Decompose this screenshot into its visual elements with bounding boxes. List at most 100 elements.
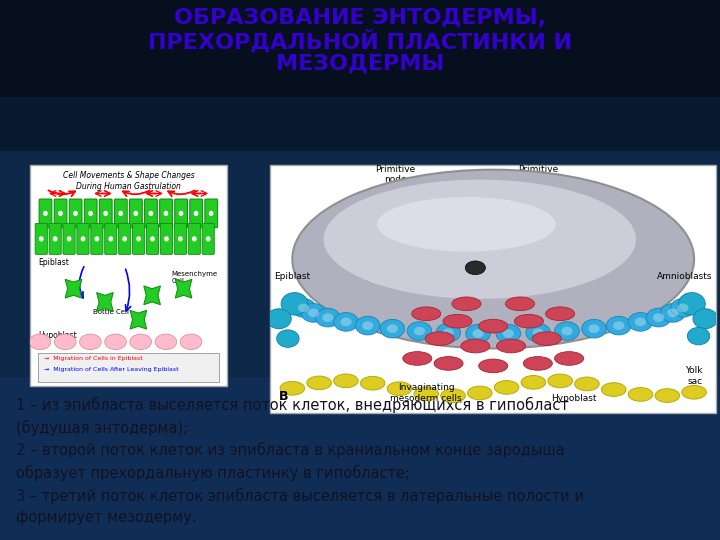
Circle shape: [73, 211, 78, 216]
FancyBboxPatch shape: [54, 199, 67, 228]
Ellipse shape: [670, 299, 696, 317]
Polygon shape: [130, 310, 147, 329]
Circle shape: [179, 211, 184, 216]
Ellipse shape: [425, 332, 454, 346]
Ellipse shape: [554, 352, 584, 365]
Text: Bottle Cell: Bottle Cell: [93, 309, 129, 315]
Ellipse shape: [688, 327, 710, 345]
Text: Mesenchyme
Cell: Mesenchyme Cell: [172, 271, 218, 284]
Circle shape: [103, 211, 108, 216]
Circle shape: [53, 236, 58, 241]
Ellipse shape: [323, 313, 333, 322]
Circle shape: [89, 211, 93, 216]
FancyBboxPatch shape: [114, 199, 127, 228]
Circle shape: [164, 236, 168, 241]
Polygon shape: [144, 286, 161, 305]
Ellipse shape: [532, 332, 562, 346]
Ellipse shape: [434, 356, 463, 370]
Ellipse shape: [678, 293, 706, 315]
Ellipse shape: [307, 376, 331, 390]
Ellipse shape: [333, 374, 358, 388]
Ellipse shape: [308, 308, 319, 317]
Ellipse shape: [402, 352, 432, 365]
FancyBboxPatch shape: [132, 224, 145, 254]
Ellipse shape: [323, 180, 636, 299]
Circle shape: [122, 236, 127, 241]
Ellipse shape: [441, 389, 465, 402]
Text: Epiblast: Epiblast: [38, 258, 69, 267]
Bar: [30, 165, 227, 386]
Bar: [0, 151, 720, 378]
FancyBboxPatch shape: [190, 199, 202, 228]
FancyBboxPatch shape: [202, 224, 215, 254]
Ellipse shape: [588, 325, 600, 333]
FancyBboxPatch shape: [188, 224, 200, 254]
Text: образует прехордальную пластинку в гипобласте;: образует прехордальную пластинку в гипоб…: [16, 465, 410, 481]
Text: Hypoblast: Hypoblast: [551, 394, 596, 403]
FancyBboxPatch shape: [146, 224, 158, 254]
Ellipse shape: [80, 334, 102, 349]
Ellipse shape: [377, 197, 556, 252]
Ellipse shape: [461, 339, 490, 353]
Circle shape: [118, 211, 123, 216]
Text: Cell Movements & Shape Changes
During Human Gastrulation: Cell Movements & Shape Changes During Hu…: [63, 171, 194, 192]
Ellipse shape: [130, 334, 151, 349]
Text: формирует мезодерму.: формирует мезодерму.: [16, 510, 197, 525]
FancyBboxPatch shape: [84, 199, 97, 228]
Ellipse shape: [667, 308, 678, 317]
Polygon shape: [175, 279, 192, 298]
Ellipse shape: [341, 318, 351, 326]
FancyBboxPatch shape: [38, 353, 219, 382]
Ellipse shape: [562, 327, 572, 335]
Ellipse shape: [514, 314, 544, 328]
FancyBboxPatch shape: [49, 224, 61, 254]
Circle shape: [94, 236, 99, 241]
Ellipse shape: [282, 293, 308, 315]
Ellipse shape: [356, 316, 380, 335]
FancyBboxPatch shape: [99, 199, 112, 228]
Text: Amnioblasts: Amnioblasts: [657, 272, 712, 281]
Text: 3 – третий поток клеток эпибласта выселяется в латеральные полости и: 3 – третий поток клеток эпибласта выселя…: [16, 488, 584, 504]
Ellipse shape: [548, 374, 572, 388]
Ellipse shape: [361, 376, 385, 390]
Ellipse shape: [479, 319, 508, 333]
Ellipse shape: [546, 307, 575, 321]
Text: Epiblast: Epiblast: [274, 272, 310, 281]
Circle shape: [150, 236, 155, 241]
Ellipse shape: [653, 313, 664, 322]
Circle shape: [148, 211, 153, 216]
Text: (будущая энтодерма);: (будущая энтодерма);: [16, 420, 188, 436]
Text: B: B: [279, 390, 289, 403]
Circle shape: [209, 211, 214, 216]
Text: →  Migration of Cells in Epiblast: → Migration of Cells in Epiblast: [44, 356, 143, 361]
Circle shape: [58, 211, 63, 216]
Ellipse shape: [291, 299, 316, 317]
Ellipse shape: [606, 316, 631, 335]
Ellipse shape: [479, 359, 508, 373]
FancyBboxPatch shape: [77, 224, 89, 254]
Ellipse shape: [526, 323, 551, 342]
Ellipse shape: [467, 386, 492, 400]
Circle shape: [194, 211, 199, 216]
Ellipse shape: [554, 322, 580, 340]
Ellipse shape: [465, 261, 485, 275]
Ellipse shape: [635, 318, 646, 326]
Ellipse shape: [280, 381, 305, 395]
FancyBboxPatch shape: [174, 224, 186, 254]
Circle shape: [192, 236, 197, 241]
Circle shape: [163, 211, 168, 216]
FancyBboxPatch shape: [104, 224, 117, 254]
Circle shape: [67, 236, 71, 241]
Polygon shape: [96, 293, 113, 312]
Ellipse shape: [180, 334, 202, 349]
Ellipse shape: [601, 383, 626, 396]
Ellipse shape: [155, 334, 176, 349]
Ellipse shape: [412, 307, 441, 321]
Bar: [0, 0, 720, 151]
Ellipse shape: [495, 381, 519, 394]
Text: ОБРАЗОВАНИЕ ЭНТОДЕРМЫ,: ОБРАЗОВАНИЕ ЭНТОДЕРМЫ,: [174, 8, 546, 28]
Ellipse shape: [505, 297, 534, 310]
Ellipse shape: [533, 328, 544, 337]
Bar: [0, 378, 720, 540]
FancyBboxPatch shape: [119, 224, 131, 254]
